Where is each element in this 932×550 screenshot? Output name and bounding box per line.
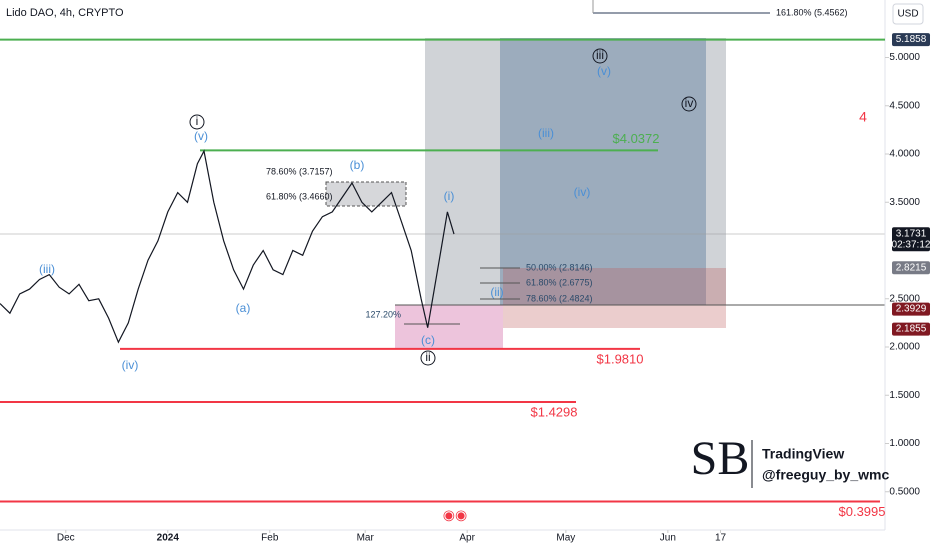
wave-label: (iii) (538, 126, 554, 140)
fib-box (325, 181, 407, 207)
target-zone-inner (500, 38, 706, 305)
price-tag (892, 261, 930, 275)
y-tick-label: 4.5000 (889, 100, 920, 111)
price-tag (892, 33, 930, 47)
x-tick-label: Apr (459, 533, 475, 544)
y-tick-label: 0.5000 (889, 486, 920, 497)
wave-label: iii (596, 48, 604, 62)
price-tag-timer: 02:37:12 (892, 239, 931, 250)
wave-circle (420, 350, 436, 366)
currency-button[interactable] (892, 3, 924, 25)
x-tick-label: Dec (57, 533, 75, 544)
marker: 4 (859, 109, 867, 125)
wave-circle (189, 114, 205, 130)
watermark: @freeguy_by_wmc (762, 467, 889, 483)
level-label: $1.9810 (597, 351, 644, 366)
wave-circle (592, 48, 608, 64)
y-tick-label: 1.5000 (889, 390, 920, 401)
level-label: $1.4298 (531, 404, 578, 419)
y-tick-label: 2.0000 (889, 342, 920, 353)
price-tag (892, 322, 930, 336)
y-tick-label: 2.5000 (889, 293, 920, 304)
support-zone (395, 305, 503, 348)
event-icon: ◉◉ (443, 507, 467, 523)
y-tick-label: 5.0000 (889, 52, 920, 63)
price-tag-label: 2.8215 (896, 262, 927, 273)
wave-label: i (196, 114, 199, 128)
y-tick-label: 1.0000 (889, 438, 920, 449)
x-tick-label: 2024 (157, 533, 180, 544)
fib-label: 127.20% (365, 309, 401, 319)
wave-label: (i) (444, 189, 455, 203)
y-tick-label: 4.0000 (889, 149, 920, 160)
price-tag (892, 302, 930, 316)
x-tick-label: May (556, 533, 575, 544)
fib-label: 50.00% (2.8146) (526, 262, 593, 272)
wave-label: iv (685, 96, 694, 110)
fib-label: 61.80% (3.4660) (266, 191, 333, 201)
level-label: $4.0372 (613, 131, 660, 146)
wave-label: (iv) (574, 185, 591, 199)
price-line (0, 149, 455, 344)
watermark: TradingView (762, 446, 844, 462)
level-label: $0.3995 (839, 504, 886, 519)
wave-label: (b) (350, 158, 365, 172)
x-tick-label: Jun (660, 533, 676, 544)
x-tick-label: 17 (715, 533, 727, 544)
wave-label: (ii) (490, 285, 503, 299)
wave-label: (c) (421, 333, 435, 347)
target-zone (425, 38, 726, 305)
price-tag-label: 2.3929 (896, 304, 927, 315)
wave-label: (v) (194, 129, 208, 143)
currency[interactable]: USD (897, 9, 918, 20)
price-tag-label: 3.1731 (896, 228, 927, 239)
logo: ЅB (691, 432, 750, 485)
wave-label: (iv) (122, 358, 139, 372)
x-tick-label: Mar (357, 533, 375, 544)
price-tag (892, 227, 930, 252)
x-tick-label: Feb (261, 533, 279, 544)
wave-label: (iii) (39, 262, 55, 276)
stop-zone (503, 268, 726, 328)
chart-title: Lido DAO, 4h, CRYPTO (6, 7, 124, 19)
fib-label: 78.60% (3.7157) (266, 166, 333, 176)
wave-label: (a) (236, 301, 251, 315)
price-tag-label: 2.1855 (896, 324, 927, 335)
y-tick-label: 3.5000 (889, 197, 920, 208)
fib-label: 78.60% (2.4824) (526, 293, 593, 303)
wave-label: ii (425, 350, 430, 364)
wave-circle (681, 96, 697, 112)
fib-label: 61.80% (2.6775) (526, 277, 593, 287)
fib-label: 161.80% (5.4562) (776, 7, 848, 17)
price-tag-label: 5.1858 (896, 34, 927, 45)
wave-label: (v) (597, 64, 611, 78)
